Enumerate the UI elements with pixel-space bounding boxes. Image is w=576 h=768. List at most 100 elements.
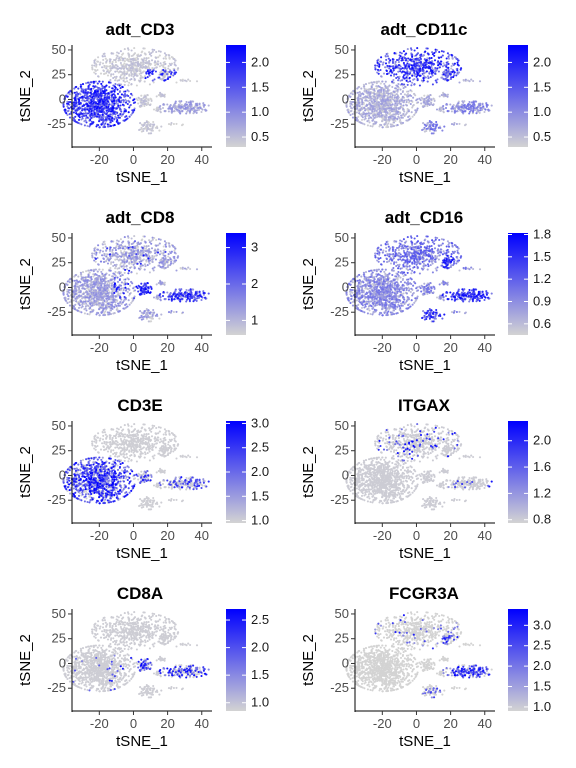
- cell-point: [156, 126, 159, 130]
- cell-point: [119, 108, 122, 111]
- cell-point: [78, 116, 81, 119]
- cell-point: [84, 276, 87, 279]
- cell-point: [446, 95, 449, 98]
- cell-point: [77, 98, 80, 101]
- cell-point: [395, 100, 398, 103]
- cell-point: [478, 104, 482, 107]
- cell-point: [407, 110, 410, 113]
- cell-point: [116, 92, 120, 95]
- cell-point: [130, 58, 133, 61]
- cell-point: [416, 107, 419, 110]
- cell-point: [130, 74, 133, 77]
- cell-point: [132, 58, 135, 62]
- cell-point: [373, 89, 376, 92]
- cell-point: [173, 61, 176, 64]
- cell-point: [97, 113, 100, 116]
- cell-point: [82, 114, 86, 117]
- cell-point: [427, 62, 430, 65]
- cell-point: [162, 68, 165, 72]
- cell-point: [101, 243, 104, 246]
- cell-point: [394, 87, 397, 90]
- cell-point: [103, 124, 106, 127]
- cell-point: [122, 240, 125, 243]
- cell-point: [143, 99, 146, 102]
- cell-point: [116, 68, 119, 71]
- cell-point: [64, 299, 67, 302]
- cell-point: [371, 108, 374, 111]
- cell-point: [148, 83, 151, 86]
- cell-point: [120, 83, 123, 86]
- cell-point: [475, 112, 478, 115]
- cell-point: [467, 103, 470, 106]
- cell-point: [66, 113, 69, 117]
- cell-point: [72, 101, 75, 104]
- cell-point: [181, 266, 184, 269]
- cell-point: [146, 76, 149, 79]
- cell-point: [164, 55, 167, 58]
- cell-point: [415, 75, 418, 78]
- cell-point: [412, 64, 415, 67]
- legend-tick-label: 1.5: [251, 79, 269, 94]
- cell-point: [64, 95, 67, 98]
- cell-point: [144, 95, 147, 98]
- cell-point: [129, 266, 132, 269]
- cell-point: [447, 57, 451, 60]
- cell-point: [356, 107, 359, 110]
- cell-point: [115, 67, 118, 70]
- cell-point: [181, 79, 184, 82]
- cell-point: [406, 83, 409, 86]
- cell-point: [101, 80, 104, 83]
- cell-point: [387, 92, 390, 95]
- cell-point: [122, 289, 125, 292]
- cell-point: [395, 73, 398, 76]
- cell-point: [189, 267, 192, 271]
- cell-point: [143, 75, 147, 78]
- cell-point: [78, 113, 81, 116]
- cell-point: [143, 80, 146, 83]
- cell-point: [148, 62, 151, 65]
- cell-point: [98, 274, 101, 278]
- cell-point: [172, 105, 175, 108]
- cell-point: [104, 92, 107, 95]
- cell-point: [92, 289, 95, 292]
- legend-tick-label: 2.0: [251, 54, 269, 69]
- cell-point: [449, 103, 452, 106]
- cell-point: [85, 121, 88, 124]
- cell-point: [380, 75, 383, 78]
- cell-point: [143, 104, 146, 108]
- cell-point: [393, 99, 396, 103]
- cell-point: [349, 105, 352, 108]
- cell-point: [357, 115, 360, 118]
- cell-point: [115, 57, 118, 60]
- cell-point: [111, 62, 114, 65]
- cell-point: [74, 115, 77, 118]
- cell-point: [465, 106, 468, 109]
- cell-point: [104, 280, 107, 283]
- cell-point: [149, 104, 152, 107]
- cell-point: [115, 99, 118, 102]
- cell-point: [141, 58, 144, 61]
- cell-point: [169, 76, 172, 79]
- cell-point: [126, 102, 129, 106]
- cell-point: [470, 78, 473, 81]
- cell-point: [149, 123, 152, 126]
- cell-point: [92, 109, 95, 112]
- cell-point: [101, 113, 104, 116]
- cell-point: [68, 93, 71, 96]
- cell-point: [96, 60, 100, 63]
- cell-point: [93, 97, 96, 100]
- cell-point: [404, 71, 407, 74]
- cell-point: [113, 111, 116, 114]
- cell-point: [429, 128, 432, 131]
- cell-point: [79, 271, 82, 274]
- cell-point: [419, 67, 422, 70]
- cell-point: [178, 109, 181, 112]
- cell-point: [419, 56, 422, 59]
- cell-point: [459, 108, 462, 111]
- cell-point: [114, 274, 117, 277]
- cell-point: [174, 102, 177, 105]
- cell-point: [80, 123, 83, 126]
- cell-point: [77, 306, 81, 309]
- cell-point: [351, 93, 354, 96]
- cell-point: [382, 72, 386, 75]
